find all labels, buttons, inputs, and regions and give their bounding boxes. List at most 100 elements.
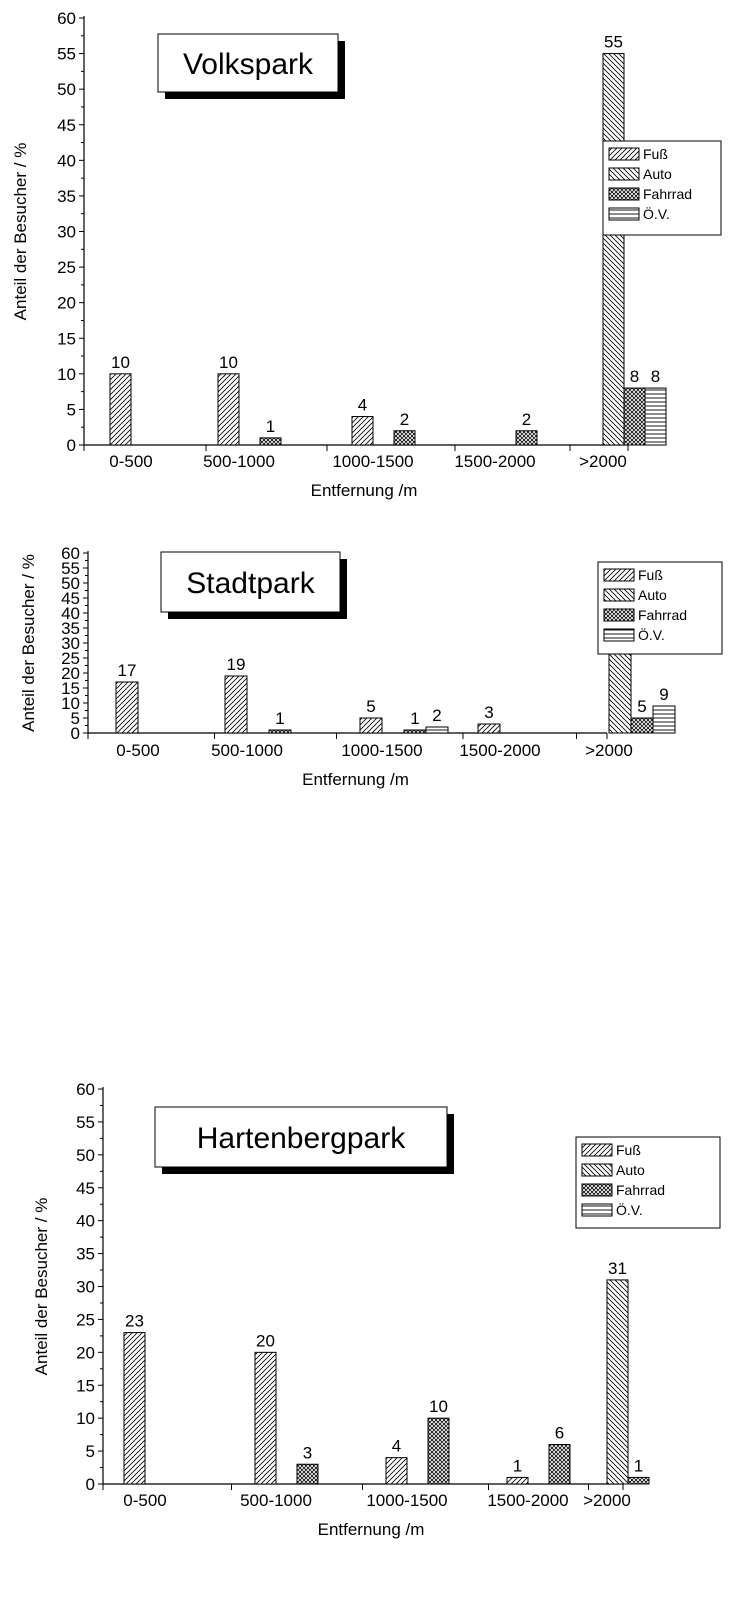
- data-label: 4: [392, 1437, 401, 1456]
- legend-swatch-fuss: [603, 568, 635, 582]
- x-tick-label: 1000-1500: [341, 741, 422, 760]
- chart-title: Hartenbergpark: [197, 1122, 406, 1155]
- bar-fuss: [351, 416, 374, 446]
- y-tick-label: 45: [61, 589, 80, 608]
- y-tick-label: 20: [61, 664, 80, 683]
- legend-label-auto: Auto: [643, 166, 672, 182]
- data-label: 2: [522, 410, 531, 429]
- x-tick-label: >2000: [585, 741, 633, 760]
- legend-label-auto: Auto: [616, 1162, 645, 1178]
- y-tick-label: 0: [86, 1475, 95, 1494]
- y-tick-label: 10: [61, 694, 80, 713]
- legend-label-fuss: Fuß: [643, 146, 668, 162]
- data-label: 5: [637, 697, 646, 716]
- y-tick-label: 15: [57, 329, 76, 348]
- bar-fahrrad: [627, 1476, 650, 1485]
- legend-label-fahrrad: Fahrrad: [638, 607, 687, 623]
- x-tick-label: >2000: [579, 452, 627, 471]
- y-tick-label: 15: [76, 1376, 95, 1395]
- legend-swatch-auto: [608, 167, 640, 181]
- legend-label-auto: Auto: [638, 587, 667, 603]
- y-axis-label: Anteil der Besucher / %: [19, 554, 38, 732]
- y-tick-label: 40: [76, 1212, 95, 1231]
- y-tick-label: 35: [61, 619, 80, 638]
- bar-fuss: [506, 1476, 529, 1485]
- data-label: 3: [484, 703, 493, 722]
- bar-fahrrad: [427, 1417, 450, 1485]
- data-label: 2: [400, 410, 409, 429]
- bar-fahrrad: [259, 437, 282, 446]
- bar-fahrrad: [515, 430, 538, 446]
- legend-label-fahrrad: Fahrrad: [616, 1182, 665, 1198]
- x-tick-label: >2000: [583, 1491, 631, 1510]
- bar-fahrrad: [393, 430, 416, 446]
- data-label: 1: [275, 709, 284, 728]
- bar-fuss: [109, 373, 132, 446]
- legend-swatch-ov: [581, 1203, 613, 1217]
- data-label: 2: [432, 706, 441, 725]
- chart-title: Stadtpark: [186, 567, 315, 600]
- y-tick-label: 0: [67, 436, 76, 455]
- y-axis-label: Anteil der Besucher / %: [11, 143, 30, 321]
- legend-swatch-fahrrad: [581, 1183, 613, 1197]
- legend-label-ov: Ö.V.: [616, 1201, 643, 1218]
- x-tick-label: 500-1000: [240, 1491, 312, 1510]
- y-tick-label: 20: [57, 294, 76, 313]
- y-tick-label: 5: [86, 1442, 95, 1461]
- chart-2: 0 5 10 15 20 25 30 35 40 45 50 55 60 0-500 500-1000 100…: [32, 1080, 721, 1539]
- x-tick-label: 1500-2000: [487, 1491, 568, 1510]
- data-label: 1: [266, 417, 275, 436]
- y-tick-label: 55: [76, 1113, 95, 1132]
- bar-fuss: [477, 723, 501, 734]
- x-tick-label: 1500-2000: [459, 741, 540, 760]
- y-tick-label: 60: [76, 1080, 95, 1099]
- legend-swatch-ov: [603, 628, 635, 642]
- data-label: 31: [608, 1259, 627, 1278]
- data-label: 10: [219, 353, 238, 372]
- y-tick-label: 35: [76, 1245, 95, 1264]
- bar-fuss: [115, 681, 139, 734]
- data-label: 55: [604, 33, 623, 52]
- data-label: 19: [227, 655, 246, 674]
- y-tick-label: 25: [57, 258, 76, 277]
- y-tick-label: 30: [57, 223, 76, 242]
- chart-0: 0 5 10 15 20 25 30 35 40 45 50 55 60 0-500 500-1000 100…: [11, 9, 722, 500]
- data-label: 10: [429, 1397, 448, 1416]
- x-tick-label: 0-500: [109, 452, 152, 471]
- y-tick-label: 10: [76, 1409, 95, 1428]
- legend-label-fuss: Fuß: [638, 567, 663, 583]
- y-tick-label: 50: [76, 1146, 95, 1165]
- x-tick-label: 0-500: [123, 1491, 166, 1510]
- legend-label-ov: Ö.V.: [643, 205, 670, 222]
- x-tick-label: 500-1000: [211, 741, 283, 760]
- y-tick-label: 30: [61, 634, 80, 653]
- data-label: 4: [358, 396, 367, 415]
- y-tick-label: 45: [76, 1179, 95, 1198]
- legend-swatch-fuss: [581, 1143, 613, 1157]
- y-tick-label: 60: [61, 544, 80, 563]
- x-tick-label: 1000-1500: [332, 452, 413, 471]
- legend-label-ov: Ö.V.: [638, 626, 665, 643]
- bar-ov: [425, 726, 449, 734]
- bar-fuss: [123, 1332, 146, 1485]
- bar-ov: [652, 705, 676, 734]
- y-tick-label: 50: [61, 574, 80, 593]
- data-label: 23: [125, 1312, 144, 1331]
- legend-label-fuss: Fuß: [616, 1142, 641, 1158]
- y-tick-label: 50: [57, 80, 76, 99]
- bar-fahrrad: [630, 717, 654, 734]
- bar-ov: [644, 387, 667, 446]
- y-tick-label: 5: [67, 400, 76, 419]
- bar-fahrrad: [296, 1463, 319, 1485]
- y-tick-label: 40: [57, 151, 76, 170]
- y-tick-label: 10: [57, 365, 76, 384]
- y-tick-label: 30: [76, 1278, 95, 1297]
- y-tick-label: 60: [57, 9, 76, 28]
- x-axis-label: Entfernung /m: [318, 1520, 425, 1539]
- y-tick-label: 40: [61, 604, 80, 623]
- bar-fuss: [385, 1457, 408, 1485]
- bar-fuss: [254, 1351, 277, 1485]
- legend-swatch-fahrrad: [603, 608, 635, 622]
- data-label: 9: [659, 685, 668, 704]
